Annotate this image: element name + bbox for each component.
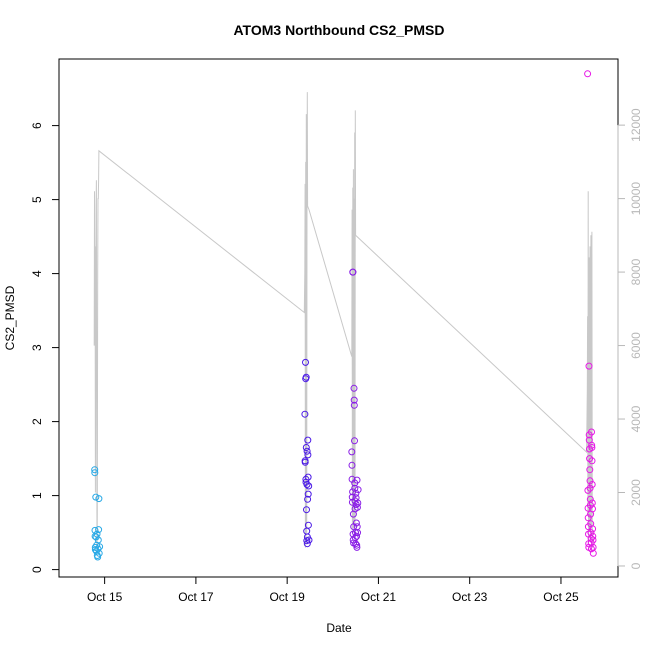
data-point (302, 444, 310, 451)
data-point (95, 526, 103, 534)
data-point (96, 543, 104, 551)
y-left-tick-label: 0 (30, 566, 44, 573)
data-point (94, 553, 102, 561)
data-point (350, 384, 358, 392)
x-tick-label: Oct 19 (269, 590, 305, 604)
data-point (303, 506, 310, 514)
y-left-tick-label: 1 (30, 492, 44, 499)
data-point (302, 475, 310, 483)
data-point (353, 543, 361, 551)
data-point (352, 519, 360, 527)
y-right-tick-label: 10000 (629, 182, 643, 216)
data-point (348, 461, 356, 469)
series-layer (91, 70, 597, 561)
data-point (354, 486, 362, 494)
plot-area-frame (58, 58, 619, 578)
y-right-tick-label: 8000 (629, 258, 643, 285)
x-axis: Oct 15 Oct 17 Oct 19 Oct 21 Oct 23 Oct 25 (87, 576, 579, 604)
x-tick-label: Oct 23 (452, 590, 488, 604)
data-point (303, 481, 311, 488)
data-point (353, 541, 361, 549)
data-point (584, 514, 592, 522)
y-right-tick-label: 2000 (629, 479, 643, 506)
data-point (353, 503, 361, 511)
data-point (351, 437, 358, 445)
data-point (349, 268, 357, 276)
series-line-4 (93, 92, 593, 552)
data-point (95, 495, 103, 503)
y-axis-title: CS2_PMSD (3, 285, 17, 350)
data-point (304, 451, 312, 459)
x-tick-label: Oct 15 (87, 590, 123, 604)
data-point (350, 401, 358, 409)
y-axis-right: 0 2000 4000 6000 8000 10000 12000 (617, 108, 643, 569)
y-axis-left: 0 1 2 3 4 5 6 (30, 122, 60, 573)
data-point (304, 521, 312, 529)
data-point (302, 358, 309, 366)
data-point (589, 536, 597, 544)
data-point (586, 455, 594, 463)
data-point (94, 545, 102, 553)
data-point (589, 532, 597, 540)
data-point (584, 70, 592, 78)
data-point (584, 486, 592, 494)
y-right-tick-label: 0 (629, 562, 643, 569)
data-point (585, 362, 593, 370)
x-tick-label: Oct 25 (543, 590, 579, 604)
data-point (353, 532, 361, 540)
y-left-tick-label: 2 (30, 418, 44, 425)
y-left-tick-label: 6 (30, 122, 44, 129)
data-point (301, 410, 309, 418)
data-point (353, 476, 361, 484)
data-point (587, 535, 595, 542)
data-point (588, 441, 596, 449)
data-point (589, 505, 596, 513)
x-tick-label: Oct 21 (361, 590, 397, 604)
data-point (586, 477, 594, 485)
data-point (95, 549, 103, 557)
data-point (586, 466, 594, 474)
data-point (588, 457, 596, 465)
data-point (305, 536, 313, 544)
data-point (588, 428, 595, 436)
data-point (304, 436, 312, 444)
data-point (91, 469, 99, 477)
data-point (588, 444, 596, 451)
data-point (303, 540, 311, 548)
data-point (354, 499, 362, 507)
x-axis-title: Date (326, 621, 352, 635)
data-point (303, 447, 311, 455)
data-point (302, 373, 310, 381)
y-right-tick-label: 6000 (629, 332, 643, 359)
data-point (586, 484, 594, 492)
data-point (301, 458, 309, 466)
data-point (304, 495, 312, 503)
data-point (588, 481, 596, 488)
data-point (91, 466, 99, 474)
data-point (589, 549, 597, 557)
x-tick-label: Oct 17 (178, 590, 214, 604)
data-point (94, 536, 102, 544)
data-point (304, 490, 312, 498)
data-point (586, 501, 594, 509)
data-point (351, 484, 359, 492)
data-point (589, 525, 597, 533)
y-right-tick-label: 4000 (629, 405, 643, 432)
data-point (352, 489, 360, 497)
y-left-tick-label: 4 (30, 270, 44, 277)
data-point (350, 396, 358, 404)
data-point (304, 473, 312, 481)
data-point (352, 540, 360, 548)
y-left-tick-label: 3 (30, 344, 44, 351)
y-left-tick-label: 5 (30, 196, 44, 203)
data-point (587, 545, 595, 553)
data-point (305, 482, 313, 490)
data-point (354, 529, 361, 537)
data-point (348, 448, 356, 456)
y-right-tick-label: 12000 (629, 108, 643, 142)
chart-title: ATOM3 Northbound CS2_PMSD (233, 22, 444, 38)
